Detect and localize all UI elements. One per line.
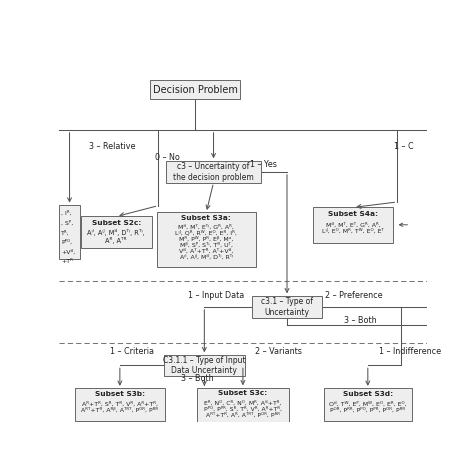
FancyBboxPatch shape [157,212,255,266]
FancyBboxPatch shape [324,388,412,420]
FancyBboxPatch shape [164,355,245,376]
Text: c3 – Uncertainty of
the decision problem: c3 – Uncertainty of the decision problem [173,162,254,182]
Text: , Sᴾ,: , Sᴾ, [61,220,73,226]
Text: 3 – Both: 3 – Both [344,316,377,325]
Text: 1 – Yes: 1 – Yes [250,160,276,169]
Text: +Tᴿ: +Tᴿ [61,259,73,264]
FancyBboxPatch shape [58,205,80,259]
Text: +Vᴽ,: +Vᴽ, [61,249,75,255]
FancyBboxPatch shape [252,296,322,318]
Text: 0 – No: 0 – No [155,153,180,162]
Text: Subset S4a:: Subset S4a: [328,211,378,218]
Text: Pᴾᴼ,: Pᴾᴼ, [61,240,72,245]
Text: 1 – C: 1 – C [394,142,414,151]
Text: Subset S3c:: Subset S3c: [219,391,267,396]
Text: Decision Problem: Decision Problem [153,85,237,95]
Text: Tᴿ,: Tᴿ, [61,230,70,236]
Text: 2 – Preference: 2 – Preference [325,292,383,301]
FancyBboxPatch shape [313,207,393,243]
Text: Oᴽ, Tᵂ, Eᴾ, Mᵂ, Eᴼ, Eᴿ, Eᴼ,
Pᴼᴿ, Pᴿᴿ, Pᴾᴼ, Pᴾᴿ, Pᴼᴿ, Pᴿᴿ: Oᴽ, Tᵂ, Eᴾ, Mᵂ, Eᴼ, Eᴿ, Eᴼ, Pᴼᴿ, Pᴿᴿ, Pᴾ… [329,402,407,413]
Text: Eᴿ, Nᴼ, Cᴿ, Nᴼ, Mᴿ, Aᴽ+Tᴿ,
Pᴾᴼ, Pᴾᴿ, Sᴿ, Tᴿ, Vᴿ, Aᴿ+Tᴿ,
Aᴿᵀ+Tᴿ, Aᴿ, Aᵀᴿᵀ, Pᴼᴿ, P: Eᴿ, Nᴼ, Cᴿ, Nᴼ, Mᴿ, Aᴽ+Tᴿ, Pᴾᴼ, Pᴾᴿ, Sᴿ,… [204,401,282,418]
Text: Subset S3b:: Subset S3b: [95,392,145,397]
Text: 3 – Relative: 3 – Relative [89,142,135,151]
FancyBboxPatch shape [75,388,164,420]
FancyBboxPatch shape [81,216,152,248]
Text: Subset S3a:: Subset S3a: [182,215,231,221]
FancyBboxPatch shape [197,388,289,426]
Text: 1 – Indifference: 1 – Indifference [379,347,441,356]
Text: , Iᴿ,: , Iᴿ, [61,211,72,216]
Text: 3 – Both: 3 – Both [181,374,213,383]
Text: Subset S2c:: Subset S2c: [91,220,141,227]
Text: c3.1 – Type of
Uncertainty: c3.1 – Type of Uncertainty [261,297,313,317]
Text: Aᴿ+Tᴿ, Sᴿ, Tᴿ, Vᴿ, Aᴿ+Tᴿ,
Aᴿᵀ+Tᴿ, Aᴿᵝ, Aᵀᴿᵀ, Pᴼᴿ, Pᴿᴿ: Aᴿ+Tᴿ, Sᴿ, Tᴿ, Vᴿ, Aᴿ+Tᴿ, Aᴿᵀ+Tᴿ, Aᴿᵝ, A… [82,402,158,413]
FancyBboxPatch shape [150,80,240,99]
Text: 2 – Variants: 2 – Variants [255,347,302,356]
Text: 1 – Input Data: 1 – Input Data [188,292,244,301]
Text: Subset S3d:: Subset S3d: [343,392,393,397]
Text: Mᴽ, Mᵀ, Eᵀ, Gᴿ, Aᴿ,
Lᵎᴶ, Eᴼ, Mᴿ, Tᵂ, Eᴼ, Eᵀ: Mᴽ, Mᵀ, Eᵀ, Gᴿ, Aᴿ, Lᵎᴶ, Eᴼ, Mᴿ, Tᵂ, Eᴼ,… [322,223,384,234]
Text: C3.1.1 – Type of Input
Data Uncertainty: C3.1.1 – Type of Input Data Uncertainty [163,356,246,375]
Text: Aᵎᴵ, Aᵎᴶ, Mᴽ, Dᵀᵎ, Rᵀᵎ,
Aᴿ, Aᵀᴿ: Aᵎᴵ, Aᵎᴶ, Mᴽ, Dᵀᵎ, Rᵀᵎ, Aᴿ, Aᵀᴿ [87,229,145,244]
FancyBboxPatch shape [166,161,261,183]
Text: 1 – Criteria: 1 – Criteria [110,347,154,356]
Text: Mᴽ, Mᵀ, Eᵀᵎ, Gᴿ, Aᴿ,
Lᵎᴶ, Qᴿ, Rᵂ, Eᴼ, Eᴿ, Iᴿ,
Mᴿ, Pᵂ, Pᴿ, Eᵝ, Mᵊ,
Mᵝ, Sᴾ, Sᵀᵎ, T: Mᴽ, Mᵀ, Eᵀᵎ, Gᴿ, Aᴿ, Lᵎᴶ, Qᴿ, Rᵂ, Eᴼ, Eᴿ… [175,224,237,260]
